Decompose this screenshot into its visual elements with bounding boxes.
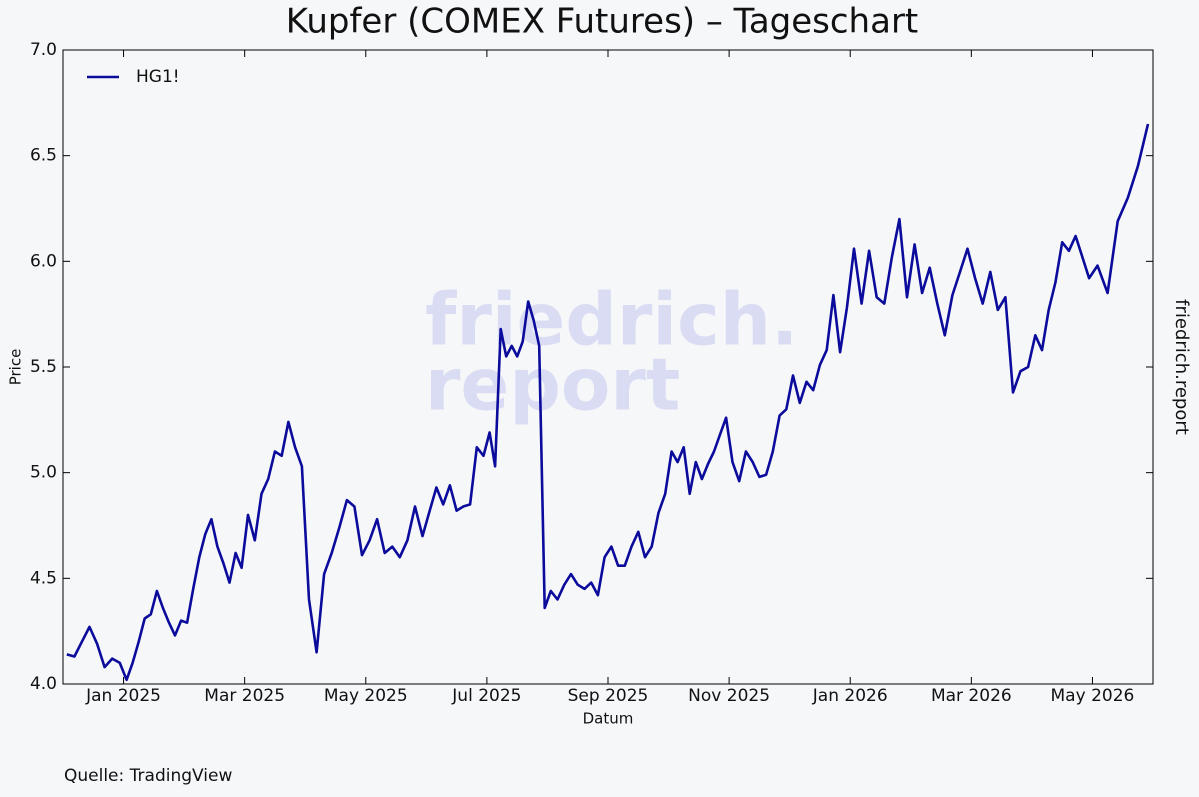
plot-frame	[62, 49, 1154, 685]
watermark: report	[425, 343, 680, 427]
x-tick-label: Jan 2025	[85, 686, 161, 706]
x-tick-label: Jan 2026	[812, 686, 888, 706]
x-tick-label: May 2026	[1051, 686, 1135, 706]
side-label: friedrich.report	[1171, 299, 1192, 435]
y-tick-label: 5.0	[30, 463, 57, 483]
x-tick-label: Jul 2025	[451, 686, 521, 706]
source-note: Quelle: TradingView	[64, 766, 232, 786]
watermark: friedrich.	[425, 278, 798, 362]
chart-title: Kupfer (COMEX Futures) – Tageschart	[286, 2, 919, 42]
x-tick-label: Mar 2026	[931, 686, 1012, 706]
y-tick-label: 4.0	[30, 674, 57, 694]
y-axis-label: Price	[7, 349, 25, 386]
x-axis-label: Datum	[583, 710, 634, 728]
y-tick-label: 5.5	[30, 357, 57, 377]
y-tick-label: 4.5	[30, 568, 57, 588]
y-tick-label: 6.0	[30, 251, 57, 271]
x-tick-label: Sep 2025	[568, 686, 649, 706]
y-tick-label: 7.0	[30, 40, 57, 60]
y-tick-label: 6.5	[30, 146, 57, 166]
data-line	[66, 123, 1150, 682]
x-tick-label: May 2025	[324, 686, 408, 706]
x-tick-label: Mar 2025	[204, 686, 285, 706]
x-tick-label: Nov 2025	[688, 686, 770, 706]
legend-label: HG1!	[136, 67, 180, 87]
